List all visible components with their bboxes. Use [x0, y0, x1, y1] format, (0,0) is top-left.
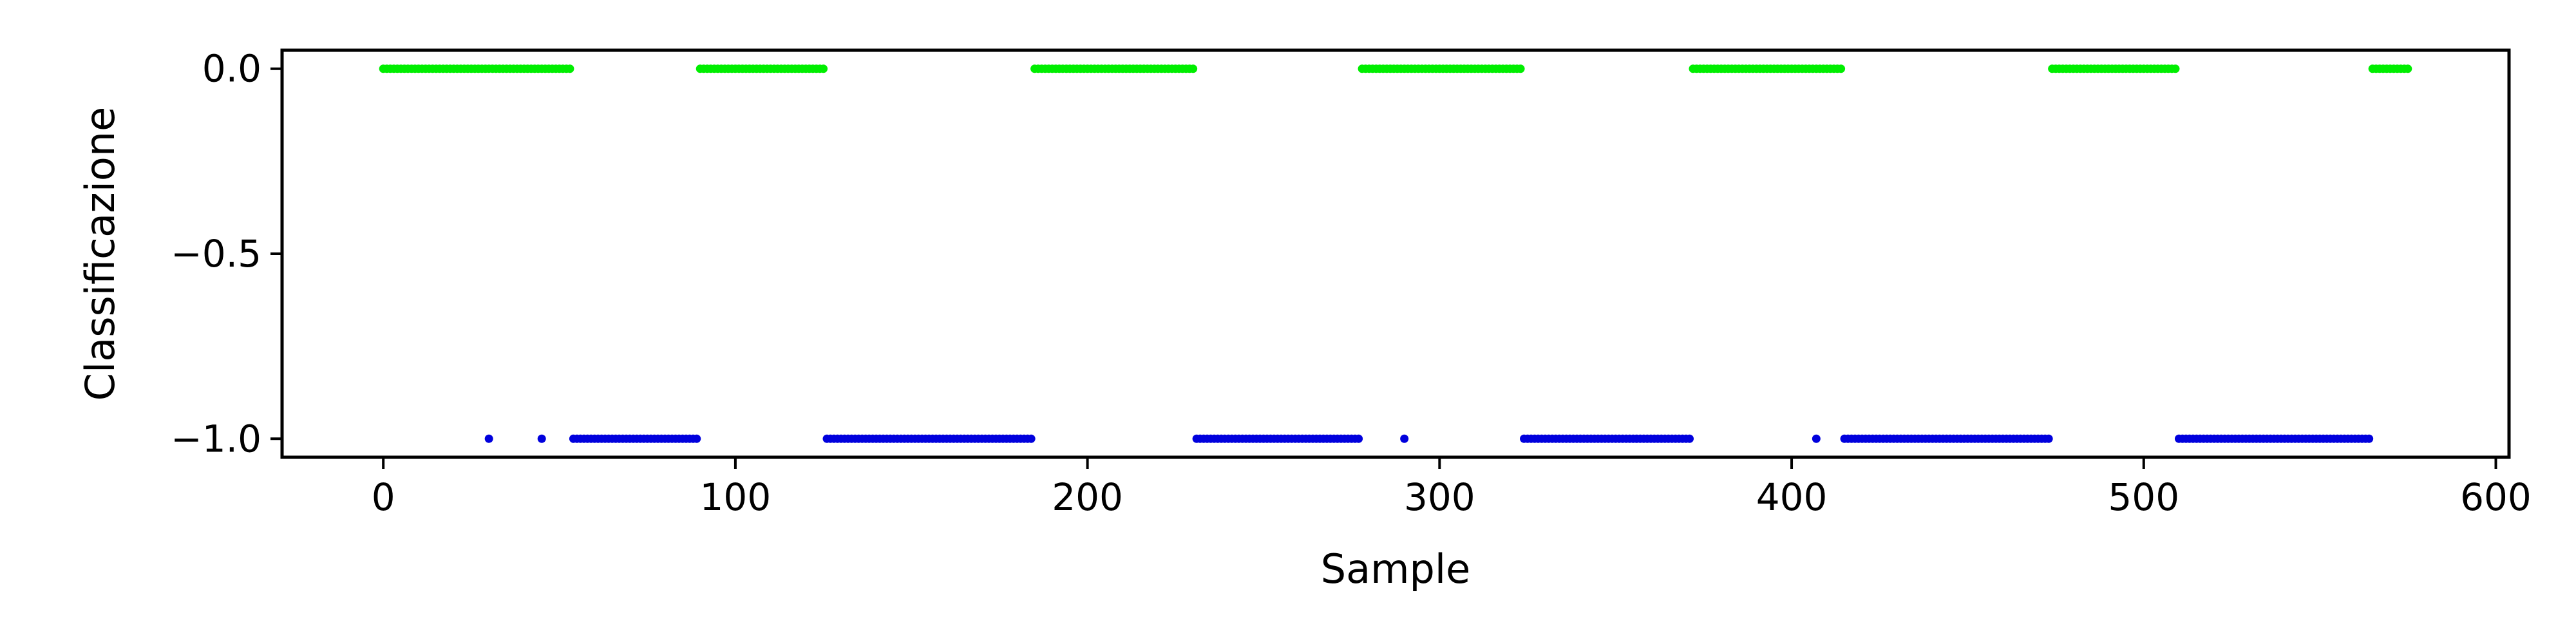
data-point — [1354, 434, 1363, 443]
y-tick-label: 0.0 — [202, 47, 261, 91]
x-tick-label: 500 — [2108, 475, 2179, 519]
data-point — [1516, 64, 1525, 73]
data-point — [1685, 434, 1694, 443]
x-axis-label: Sample — [1321, 545, 1470, 592]
data-point — [484, 434, 493, 443]
data-point — [819, 64, 828, 73]
data-point — [1400, 434, 1409, 443]
data-point — [1837, 64, 1846, 73]
y-tick-label: −1.0 — [171, 417, 261, 460]
chart-marks — [379, 64, 2412, 443]
x-tick-label: 600 — [2460, 475, 2532, 519]
y-tick-label: −0.5 — [171, 232, 261, 276]
data-point — [565, 64, 574, 73]
x-tick-label: 400 — [1756, 475, 1828, 519]
data-point — [2171, 64, 2180, 73]
y-axis-label: Classificazione — [77, 107, 124, 401]
data-point — [2403, 64, 2412, 73]
x-tick-label: 200 — [1052, 475, 1123, 519]
data-point — [2365, 434, 2374, 443]
x-axis: 0 100 200 300 400 500 600 — [372, 457, 2532, 519]
data-point — [692, 434, 701, 443]
x-tick-label: 100 — [700, 475, 772, 519]
x-tick-label: 300 — [1404, 475, 1475, 519]
data-point — [1027, 434, 1036, 443]
y-axis: 0.0 −0.5 −1.0 — [171, 47, 282, 460]
x-tick-label: 0 — [372, 475, 395, 519]
data-point — [1812, 434, 1821, 443]
plot-frame — [280, 48, 2511, 459]
data-point — [537, 434, 546, 443]
data-point — [1189, 64, 1198, 73]
data-point — [2044, 434, 2053, 443]
